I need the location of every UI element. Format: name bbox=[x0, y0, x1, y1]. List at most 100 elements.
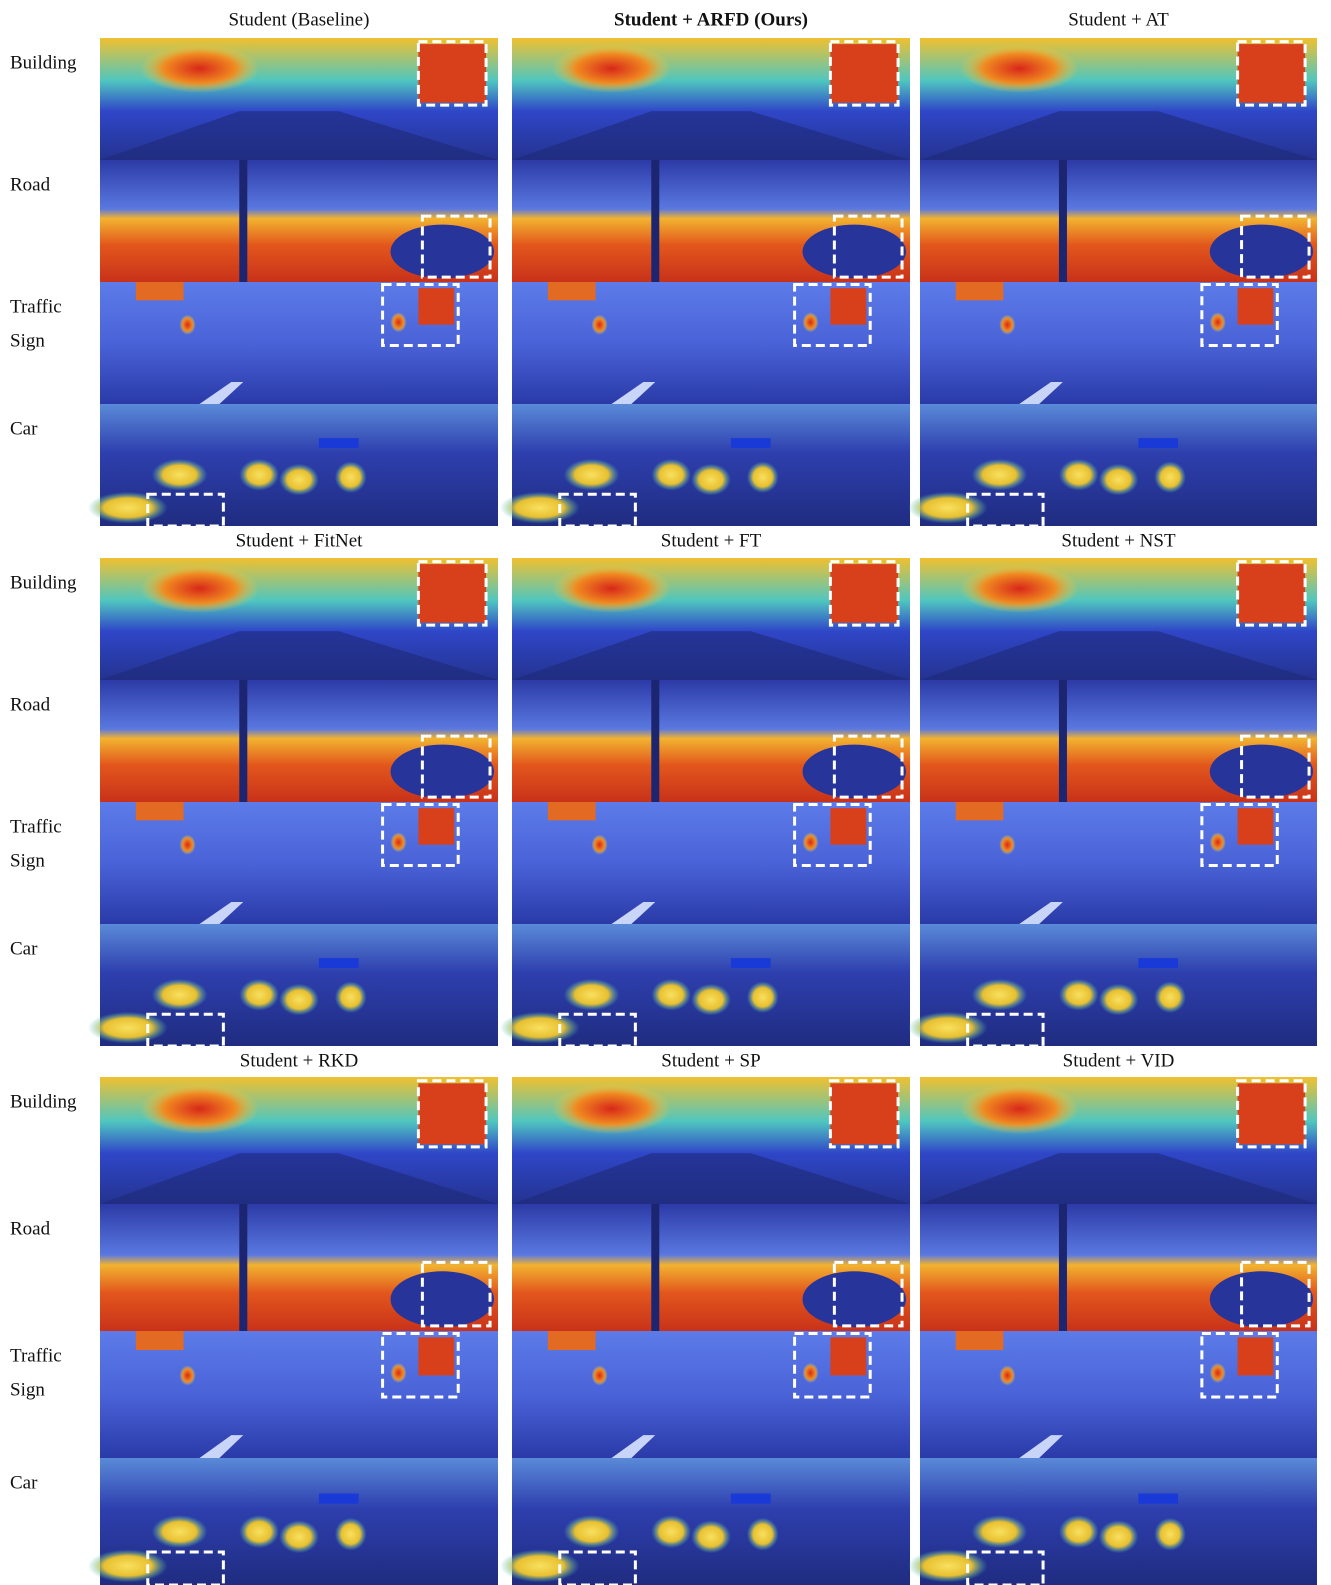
row-label: Traffic bbox=[10, 816, 62, 837]
road-sign bbox=[319, 958, 359, 968]
heat-blob bbox=[140, 44, 259, 93]
heatmap-panel bbox=[920, 1077, 1317, 1204]
heat-region bbox=[1238, 44, 1305, 103]
heat-blob bbox=[152, 1515, 208, 1548]
heatmap-panel bbox=[920, 1204, 1317, 1331]
heatmap-panel bbox=[512, 38, 910, 160]
heat-blob bbox=[335, 1518, 367, 1551]
heat-region bbox=[830, 1083, 898, 1144]
heat-region bbox=[548, 282, 596, 300]
heatmap-panel bbox=[920, 1331, 1317, 1458]
heat-blob bbox=[500, 492, 580, 524]
heat-blob bbox=[960, 564, 1079, 613]
road-sign bbox=[731, 1494, 771, 1504]
heat-region bbox=[830, 808, 866, 845]
heatmap-panel bbox=[500, 1458, 910, 1585]
heat-blob bbox=[564, 459, 620, 491]
heatmap-panel bbox=[100, 1204, 498, 1331]
pole bbox=[1059, 160, 1067, 282]
heat-blob bbox=[691, 1520, 731, 1553]
heatmap-panel bbox=[512, 282, 910, 404]
heatmap-panel bbox=[920, 558, 1317, 680]
pole bbox=[1059, 1204, 1067, 1331]
heat-blob bbox=[592, 315, 608, 335]
heat-blob bbox=[140, 564, 259, 613]
heatmap-panel bbox=[920, 38, 1317, 160]
heat-blob bbox=[239, 979, 279, 1011]
heat-region bbox=[548, 802, 596, 820]
heat-blob bbox=[140, 1083, 259, 1134]
heat-blob bbox=[552, 44, 671, 93]
column-title: Student + ARFD (Ours) bbox=[614, 9, 808, 30]
pole bbox=[1059, 680, 1067, 802]
car-shape bbox=[1210, 225, 1313, 279]
figure: Student (Baseline)Student + ARFD (Ours)S… bbox=[0, 0, 1331, 1585]
heat-blob bbox=[88, 1012, 168, 1044]
heat-region bbox=[1238, 1083, 1305, 1144]
heat-blob bbox=[335, 981, 367, 1013]
heat-blob bbox=[960, 44, 1079, 93]
heat-blob bbox=[999, 835, 1015, 855]
heat-blob bbox=[691, 984, 731, 1016]
row-label: Sign bbox=[10, 1379, 45, 1400]
heat-region bbox=[1238, 564, 1305, 623]
heatmap-panel bbox=[512, 802, 910, 924]
heatmap-panel bbox=[908, 404, 1317, 526]
heatmap-panel bbox=[908, 924, 1317, 1046]
heat-blob bbox=[803, 1363, 819, 1383]
heat-blob bbox=[1059, 459, 1099, 491]
heat-blob bbox=[803, 312, 819, 332]
heat-blob bbox=[651, 459, 691, 491]
heatmap-panel bbox=[512, 680, 910, 802]
row-label: Road bbox=[10, 694, 51, 715]
heat-blob bbox=[1210, 1363, 1226, 1383]
car-shape bbox=[803, 745, 906, 799]
heat-blob bbox=[335, 461, 367, 493]
road-sign bbox=[1138, 1494, 1178, 1504]
road-sign bbox=[1138, 958, 1178, 968]
heat-region bbox=[418, 288, 454, 325]
heat-blob bbox=[691, 464, 731, 496]
heat-blob bbox=[747, 981, 779, 1013]
heat-blob bbox=[500, 1549, 580, 1582]
heatmap-panel bbox=[100, 160, 498, 282]
heat-blob bbox=[239, 459, 279, 491]
heatmap-panel bbox=[512, 558, 910, 680]
heatmap-panel bbox=[88, 924, 498, 1046]
heat-blob bbox=[564, 1515, 620, 1548]
heatmap-panel bbox=[500, 404, 910, 526]
heatmap-panel bbox=[100, 1331, 498, 1458]
heat-blob bbox=[180, 835, 196, 855]
row-label: Road bbox=[10, 174, 51, 195]
heat-blob bbox=[180, 1365, 196, 1385]
heatmap-panel bbox=[100, 38, 498, 160]
car-shape bbox=[391, 1271, 494, 1327]
heat-blob bbox=[1059, 1515, 1099, 1548]
heat-blob bbox=[1099, 464, 1139, 496]
heatmap-panel bbox=[88, 404, 498, 526]
heat-blob bbox=[908, 1549, 987, 1582]
pole bbox=[651, 1204, 659, 1331]
heatmap-panel bbox=[500, 924, 910, 1046]
pole bbox=[651, 160, 659, 282]
heat-region bbox=[136, 282, 184, 300]
heat-blob bbox=[391, 1363, 407, 1383]
heat-region bbox=[1238, 288, 1274, 325]
column-title: Student + RKD bbox=[240, 1050, 358, 1071]
column-title: Student + AT bbox=[1068, 9, 1169, 30]
heat-blob bbox=[1154, 981, 1186, 1013]
heat-blob bbox=[999, 1365, 1015, 1385]
pole bbox=[651, 680, 659, 802]
heatmap-panel bbox=[100, 1077, 498, 1204]
pole bbox=[239, 680, 247, 802]
heat-blob bbox=[564, 979, 620, 1011]
road-sign bbox=[731, 958, 771, 968]
road-sign bbox=[1138, 438, 1178, 448]
heat-blob bbox=[651, 1515, 691, 1548]
heat-blob bbox=[552, 564, 671, 613]
heat-blob bbox=[552, 1083, 671, 1134]
heat-blob bbox=[747, 461, 779, 493]
row-label: Building bbox=[10, 572, 77, 593]
road-sign bbox=[319, 438, 359, 448]
heatmap-panel bbox=[908, 1458, 1317, 1585]
